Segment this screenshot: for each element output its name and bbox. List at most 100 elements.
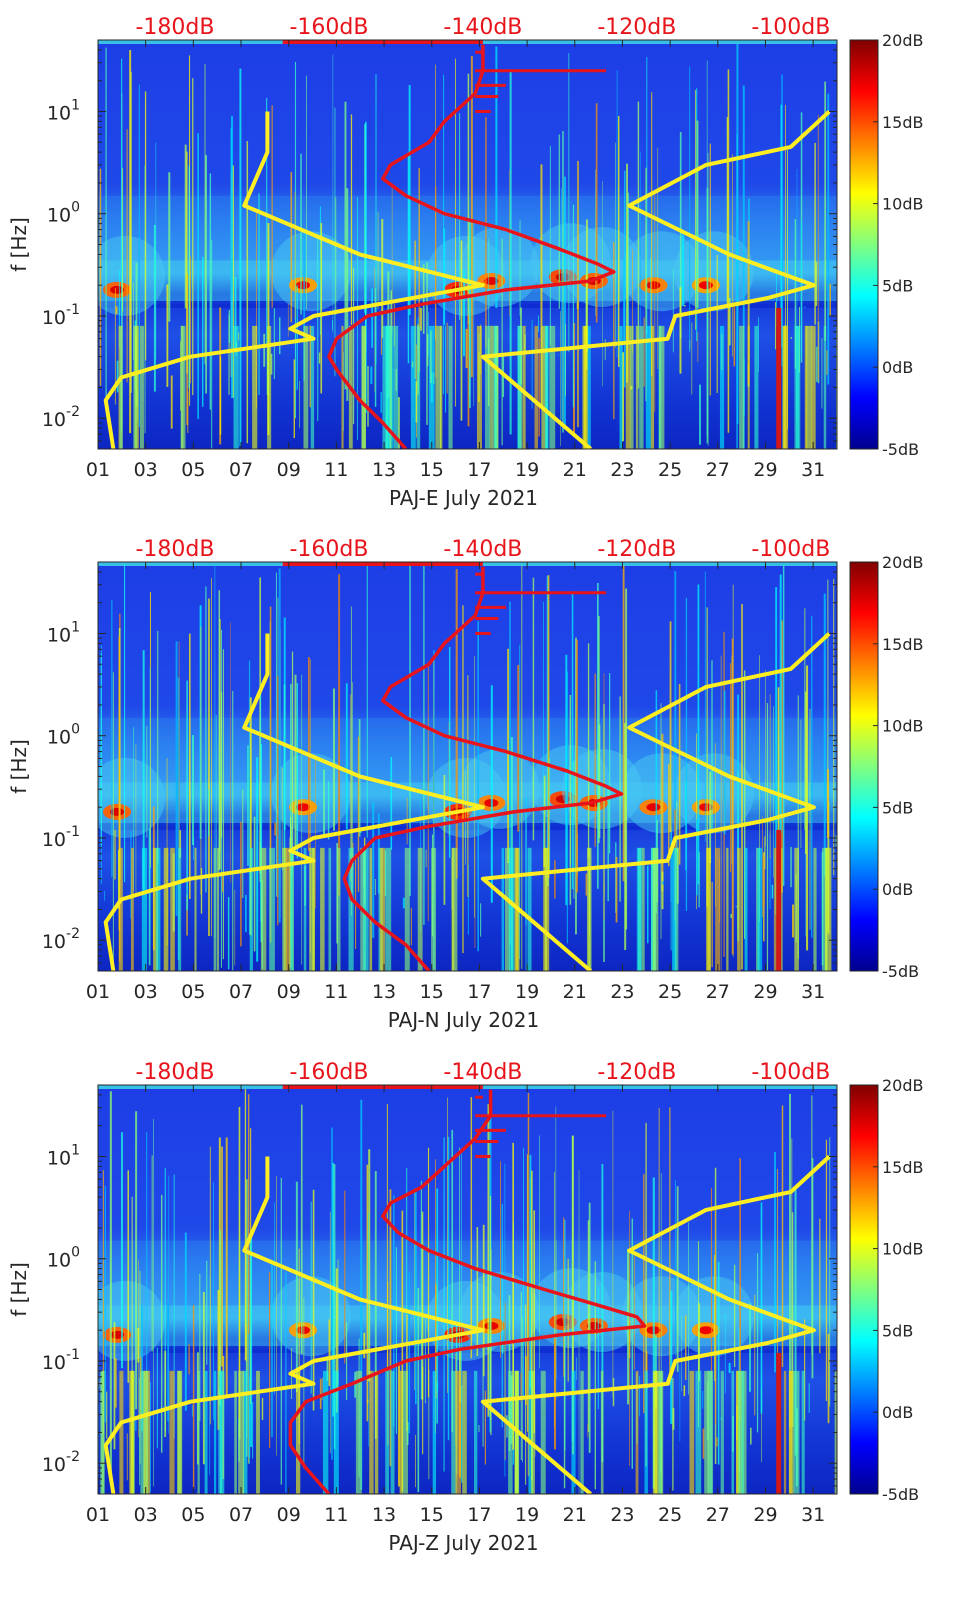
lowfreq-streak xyxy=(333,1370,339,1494)
lowfreq-streak xyxy=(527,847,532,971)
x-tick-label: 11 xyxy=(324,1504,348,1526)
lowfreq-streak xyxy=(801,1370,805,1494)
x-tick-label: 29 xyxy=(753,459,777,481)
x-tick-label: 03 xyxy=(134,1504,158,1526)
lowfreq-streak xyxy=(218,1370,225,1494)
lowfreq-streak xyxy=(822,847,828,971)
lowfreq-streak xyxy=(645,325,651,449)
x-tick-label: 09 xyxy=(277,459,301,481)
lowfreq-streak xyxy=(689,1370,695,1494)
x-tick-label: 05 xyxy=(181,1504,205,1526)
x-tick-label: 19 xyxy=(515,981,539,1003)
lowfreq-streak xyxy=(704,1370,710,1494)
lowfreq-streak xyxy=(639,325,644,449)
storm-halo xyxy=(98,1280,166,1361)
lowfreq-streak xyxy=(369,847,373,971)
db-axis-label: -180dB xyxy=(135,1060,214,1085)
lowfreq-streak xyxy=(310,325,315,449)
x-tick-label: 01 xyxy=(86,981,110,1003)
storm-peak xyxy=(296,1326,311,1335)
lowfreq-streak xyxy=(719,325,725,449)
x-axis-label: PAJ-E July 2021 xyxy=(389,486,538,510)
x-tick-label: 07 xyxy=(229,1504,253,1526)
lowfreq-streak xyxy=(731,1370,735,1494)
colorbar-tick-label: -5dB xyxy=(882,962,919,981)
lowfreq-streak xyxy=(672,847,677,971)
lowfreq-streak xyxy=(249,847,253,971)
lowfreq-streak xyxy=(432,1370,437,1494)
x-tick-label: 15 xyxy=(420,981,444,1003)
db-axis-label: -140dB xyxy=(443,1060,522,1085)
colorbar-tick-label: 10dB xyxy=(882,1240,924,1259)
x-tick-label: 11 xyxy=(324,981,348,1003)
x-tick-label: 07 xyxy=(229,459,253,481)
x-tick-label: 21 xyxy=(563,1504,587,1526)
lowfreq-streak xyxy=(793,1370,800,1494)
lowfreq-streak xyxy=(508,847,515,971)
y-tick-label: 10-2 xyxy=(42,404,80,431)
y-tick-exponent: 1 xyxy=(71,619,80,635)
x-tick-label: 27 xyxy=(706,981,730,1003)
y-tick-exponent: -2 xyxy=(66,404,80,420)
storm-halo xyxy=(673,1276,754,1357)
x-tick-label: 17 xyxy=(467,981,491,1003)
colorbar-tick-label: 5dB xyxy=(882,798,913,817)
lowfreq-streak xyxy=(177,1370,183,1494)
x-tick-label: 21 xyxy=(563,981,587,1003)
lowfreq-streak xyxy=(404,847,410,971)
colorbar xyxy=(849,561,879,972)
lowfreq-streak xyxy=(385,1370,390,1494)
lowfreq-streak xyxy=(504,847,511,971)
lowfreq-streak xyxy=(133,325,137,449)
lowfreq-streak xyxy=(484,325,490,449)
x-tick-label: 03 xyxy=(134,981,158,1003)
y-tick-label: 101 xyxy=(47,619,80,646)
x-tick-label: 25 xyxy=(658,1504,682,1526)
lowfreq-streak xyxy=(382,325,388,449)
lowfreq-streak xyxy=(806,325,812,449)
lowfreq-streak xyxy=(119,1370,124,1494)
nhnm-curve xyxy=(480,632,831,971)
lowfreq-streak xyxy=(811,325,816,449)
x-tick-label: 27 xyxy=(706,1504,730,1526)
x-tick-label: 29 xyxy=(753,981,777,1003)
storm-peak xyxy=(698,281,713,290)
lowfreq-streak xyxy=(522,325,526,449)
lowfreq-streak xyxy=(571,1370,576,1494)
lowfreq-streak xyxy=(387,325,394,449)
x-tick-label: 19 xyxy=(515,1504,539,1526)
psd-curve xyxy=(327,44,616,449)
colorbar-tick-label: 15dB xyxy=(882,113,924,132)
lowfreq-streak xyxy=(204,1370,208,1494)
y-axis-label: f [Hz] xyxy=(7,1262,31,1317)
y-tick-label: 10-1 xyxy=(42,302,80,329)
lowfreq-streak xyxy=(417,847,423,971)
lowfreq-streak xyxy=(448,325,453,449)
lowfreq-streak xyxy=(303,847,307,971)
y-tick-label: 101 xyxy=(47,1142,80,1169)
db-axis-label: -140dB xyxy=(443,15,522,40)
lowfreq-streak xyxy=(309,847,315,971)
storm-peak xyxy=(296,281,311,290)
x-tick-label: 07 xyxy=(229,981,253,1003)
lowfreq-streak xyxy=(813,847,817,971)
lowfreq-streak xyxy=(194,847,197,971)
lowfreq-streak xyxy=(213,847,217,971)
lowfreq-streak xyxy=(738,1370,745,1494)
lowfreq-streak xyxy=(180,325,186,449)
lowfreq-streak xyxy=(744,847,748,971)
lowfreq-streak xyxy=(435,325,442,449)
x-tick-label: 23 xyxy=(610,459,634,481)
db-axis-label: -160dB xyxy=(289,15,368,40)
x-tick-label: 01 xyxy=(86,459,110,481)
lowfreq-streak xyxy=(586,847,591,971)
y-tick-label: 101 xyxy=(47,97,80,124)
lowfreq-streak xyxy=(260,847,267,971)
storm-halo xyxy=(459,748,540,829)
storm-halo xyxy=(561,748,642,829)
lowfreq-streak xyxy=(337,847,341,971)
x-tick-label: 13 xyxy=(372,1504,396,1526)
y-tick-exponent: -1 xyxy=(66,824,80,840)
lowfreq-streak xyxy=(650,325,655,449)
lowfreq-streak xyxy=(494,325,498,449)
